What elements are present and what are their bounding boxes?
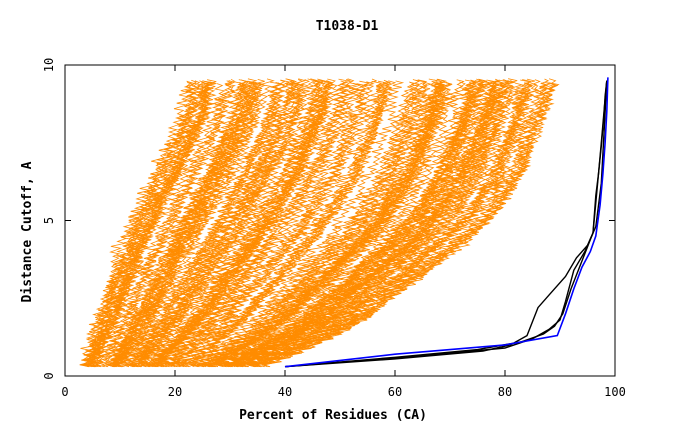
model-curve (124, 79, 287, 368)
model-curve (167, 83, 368, 368)
model-curve (197, 82, 428, 368)
model-curve (92, 83, 226, 368)
model-curve (116, 78, 275, 368)
model-curve (130, 78, 299, 368)
x-tick-label: 100 (604, 385, 626, 399)
model-curve (248, 82, 538, 368)
model-curve (145, 79, 324, 368)
model-curve (171, 80, 383, 368)
model-curve (140, 78, 316, 368)
model-curve (215, 81, 468, 368)
model-curve (184, 80, 405, 368)
model-curve (201, 80, 445, 368)
model-curve (255, 78, 550, 368)
model-curve (145, 82, 331, 368)
model-curve (236, 79, 511, 368)
highlight-series-line (284, 77, 609, 368)
x-tick-label: 80 (498, 385, 512, 399)
model-curve (80, 79, 199, 368)
y-tick-label: 0 (42, 372, 56, 379)
model-curve (164, 80, 371, 368)
model-curve (223, 79, 487, 368)
model-curve (148, 80, 333, 368)
plot-area (79, 77, 609, 368)
model-curve (223, 79, 486, 368)
x-axis: 0 20 40 60 80 100 (61, 65, 626, 399)
model-curve (105, 80, 255, 368)
chart-title: T1038-D1 (316, 19, 379, 34)
y-tick-label: 5 (42, 217, 56, 224)
x-tick-label: 60 (388, 385, 402, 399)
model-curves (79, 78, 560, 368)
model-curve (206, 81, 453, 368)
model-curve (176, 80, 390, 368)
model-curve (131, 79, 298, 368)
model-curve (113, 82, 263, 368)
model-curve (204, 82, 446, 368)
y-axis-label: Distance Cutoff, A (20, 161, 35, 302)
model-curve (123, 82, 284, 368)
model-curve (212, 79, 465, 368)
model-curve (140, 78, 319, 368)
x-tick-label: 40 (278, 385, 292, 399)
model-curve (160, 82, 358, 368)
x-tick-label: 0 (61, 385, 68, 399)
y-axis: 0 5 10 (42, 58, 615, 380)
model-curve (137, 79, 311, 368)
model-curve (101, 80, 236, 368)
y-tick-label: 10 (42, 58, 56, 72)
model-curve (133, 79, 305, 368)
model-curve (189, 82, 420, 368)
model-curve (201, 80, 442, 368)
model-curve (82, 80, 201, 368)
model-curve (177, 79, 391, 368)
model-curve (85, 83, 210, 368)
model-curve (261, 82, 560, 368)
model-curve (196, 79, 428, 368)
model-curve (111, 81, 259, 368)
model-curve (104, 80, 249, 368)
model-curve (228, 79, 501, 368)
model-curve (250, 78, 536, 368)
reference-curves (284, 77, 609, 368)
x-axis-label: Percent of Residues (CA) (239, 408, 427, 423)
model-curve (238, 82, 524, 368)
model-curve (157, 80, 348, 368)
model-curve (188, 81, 415, 368)
model-curve (168, 81, 375, 368)
model-curve (263, 82, 556, 368)
x-tick-label: 20 (168, 385, 182, 399)
